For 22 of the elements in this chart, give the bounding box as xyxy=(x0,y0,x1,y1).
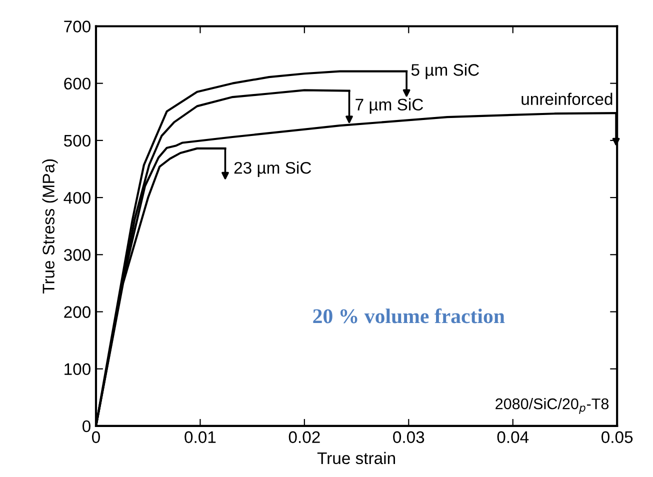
annotation: 7 µm SiC xyxy=(356,98,424,114)
x-tick-label: 0.05 xyxy=(602,431,633,444)
annotation: 20 % volume fraction xyxy=(313,308,505,324)
annotation: 5 µm SiC xyxy=(411,64,479,80)
y-tick-label: 200 xyxy=(64,306,90,318)
annotation: unreinforced xyxy=(522,92,612,106)
y-tick-label: 300 xyxy=(64,249,90,261)
x-tick-label: 0.01 xyxy=(184,431,216,444)
y-axis-title: True Stress (MPa) xyxy=(42,159,58,294)
y-tick-label: 100 xyxy=(64,363,90,376)
y-tick-label: 500 xyxy=(64,134,90,147)
x-axis-title: True strain xyxy=(317,452,395,464)
x-tick-label: 0.02 xyxy=(288,431,320,444)
x-tick-label: 0.04 xyxy=(497,431,529,444)
y-tick-label: 700 xyxy=(64,20,90,32)
y-tick-label: 0 xyxy=(82,420,90,432)
y-tick-label: 400 xyxy=(64,192,90,204)
annotation: 2080/SiC/20$_{p}$-T8 xyxy=(496,398,609,414)
annotation: 23 µm SiC xyxy=(234,162,312,178)
x-tick-label: 0.03 xyxy=(393,431,424,444)
x-tick-label: 0 xyxy=(92,431,100,444)
y-tick-label: 600 xyxy=(64,78,90,90)
